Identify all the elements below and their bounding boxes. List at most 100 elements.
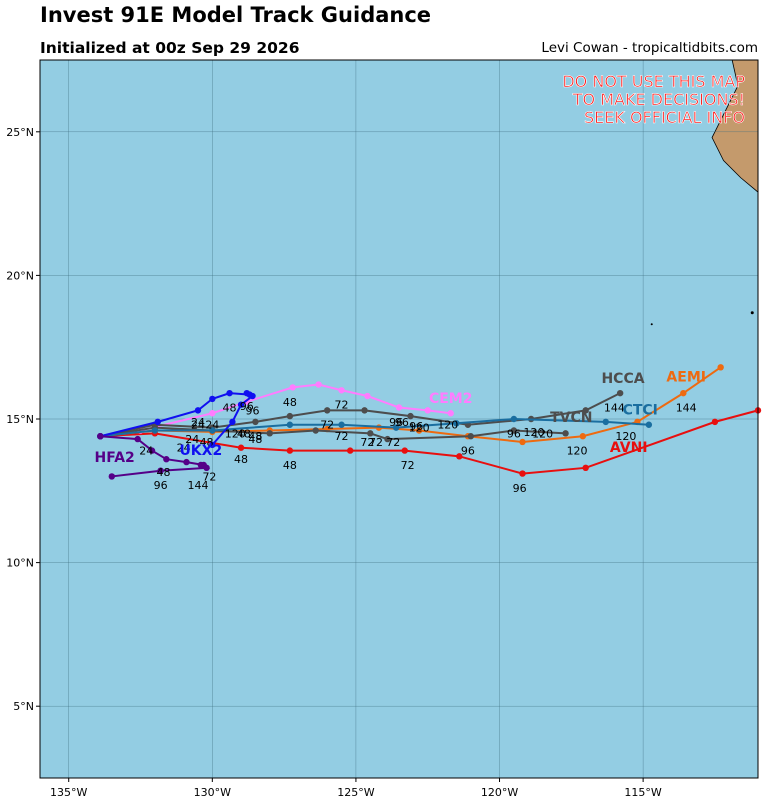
track-point (717, 364, 724, 371)
track-point (209, 410, 216, 417)
model-label-aemi: AEMI (666, 370, 706, 386)
track-point (519, 470, 526, 477)
hour-label: 120 (615, 430, 636, 443)
track-point (209, 441, 216, 449)
track-point (456, 453, 463, 460)
hour-label: 144 (676, 402, 697, 415)
hour-label: 48 (200, 436, 214, 449)
lat-tick-label: 15°N (6, 413, 34, 426)
hour-label: 72 (360, 436, 374, 449)
track-point (229, 418, 236, 426)
map-title: Invest 91E Model Track Guidance (40, 3, 432, 27)
track-point (197, 461, 205, 469)
track-point (346, 447, 354, 454)
warning-line-2: TO MAKE DECISIONS! (572, 90, 745, 109)
hour-label: 120 (225, 427, 246, 440)
warning-line-1: DO NOT USE THIS MAP (562, 72, 745, 91)
hour-label: 24 (139, 445, 153, 458)
model-label-ukx2: UKX2 (179, 443, 222, 459)
track-point (407, 412, 414, 420)
track-point (392, 424, 400, 431)
lat-tick-label: 5°N (13, 700, 34, 713)
hour-label: 72 (401, 459, 415, 472)
track-line (100, 426, 566, 441)
track-point (579, 433, 587, 440)
track-point (364, 392, 371, 400)
hour-label: 24 (191, 416, 205, 429)
model-label-cem2: CEM2 (429, 391, 473, 407)
hour-label: 24 (205, 419, 219, 432)
track-line (100, 417, 649, 438)
track-line (100, 435, 211, 478)
hour-label: 96 (246, 404, 260, 417)
hour-label: 48 (237, 427, 251, 440)
hour-label: 72 (335, 399, 349, 412)
track-point (237, 401, 245, 408)
island-dot (750, 311, 754, 315)
lat-tick-label: 25°N (6, 126, 34, 139)
track-point (315, 381, 322, 388)
track-point (645, 421, 653, 428)
track-point (157, 467, 164, 474)
hour-label: 120 (523, 426, 544, 439)
track-point (519, 438, 526, 446)
track-point (338, 387, 345, 394)
hour-label: 96 (395, 416, 409, 429)
track-point (582, 464, 589, 472)
track-ctci (97, 415, 653, 440)
track-point (401, 447, 408, 454)
track-line (100, 392, 621, 438)
credit-text: Levi Cowan - tropicaltidbits.com (541, 40, 758, 56)
hour-label: 48 (248, 433, 262, 446)
hour-label: 72 (320, 419, 334, 432)
track-point (252, 418, 259, 426)
hour-label: 120 (532, 427, 553, 440)
track-point (289, 384, 296, 391)
track-point (510, 415, 518, 423)
hour-label: 120 (409, 422, 430, 435)
hour-label: 24 (191, 419, 205, 432)
track-point (237, 444, 245, 451)
island-dot (650, 323, 653, 326)
track-point (243, 389, 250, 397)
hour-label: 72 (369, 436, 383, 449)
hour-label: 96 (389, 416, 403, 429)
model-label-hcca: HCCA (601, 371, 644, 387)
hour-label: 96 (409, 420, 423, 433)
hour-label: 24 (185, 433, 199, 446)
model-tracks (97, 364, 762, 480)
hour-label: 72 (335, 430, 349, 443)
track-point (453, 420, 460, 427)
hour-label: 48 (223, 402, 237, 415)
track-point (286, 421, 294, 428)
hour-label: 48 (283, 396, 297, 409)
track-point (367, 430, 374, 437)
track-point (151, 427, 159, 434)
model-label-hfa2: HFA2 (95, 450, 135, 466)
track-point (616, 389, 624, 397)
track-point (680, 389, 687, 397)
hour-label: 144 (187, 479, 208, 492)
hour-label: 120 (567, 445, 588, 458)
track-point (447, 410, 454, 417)
track-point (711, 418, 719, 426)
lat-tick-label: 20°N (6, 269, 34, 282)
track-point (134, 435, 141, 443)
hour-label: 48 (234, 453, 248, 466)
lon-tick-label: 115°W (624, 786, 661, 799)
model-label-avni: AVNI (610, 440, 648, 456)
track-point (154, 418, 161, 426)
hour-label: 48 (248, 430, 262, 443)
track-point (324, 407, 331, 414)
track-point (361, 407, 368, 414)
hour-label: 96 (154, 479, 168, 492)
hour-label: 144 (604, 402, 625, 415)
track-point (203, 464, 210, 472)
track-point (286, 447, 294, 454)
track-point (562, 430, 569, 437)
track-point (582, 407, 589, 414)
hour-label: 48 (283, 459, 297, 472)
warning-line-3: SEEK OFFICIAL INFO (584, 108, 745, 127)
